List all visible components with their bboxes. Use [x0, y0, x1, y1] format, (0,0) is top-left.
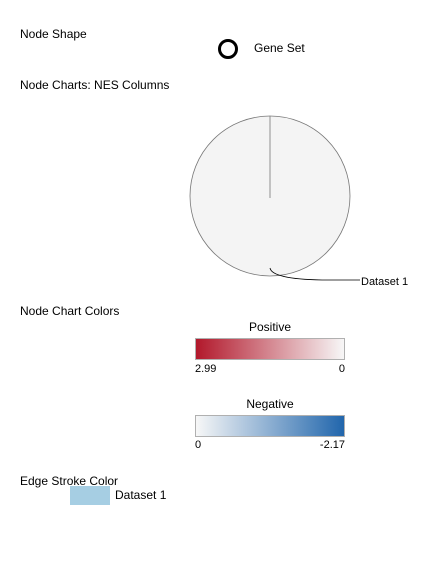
node-shape-gene-set-label: Gene Set — [254, 41, 305, 55]
node-shape-section-label: Node Shape — [20, 27, 87, 41]
positive-gradient-max-label: 0 — [338, 363, 345, 375]
negative-gradient-max-label: -2.17 — [319, 439, 345, 451]
pie-slice-leader-line — [269, 267, 360, 281]
node-shape-circle-icon — [218, 39, 238, 59]
positive-color-gradient — [195, 338, 345, 360]
edge-stroke-color-section-label: Edge Stroke Color — [20, 474, 119, 488]
negative-color-gradient — [195, 415, 345, 437]
negative-gradient-min-label: 0 — [195, 439, 202, 451]
pie-slice-label: Dataset 1 — [361, 276, 409, 288]
node-charts-section-label: Node Charts: NES Columns — [20, 78, 170, 92]
positive-gradient-min-label: 2.99 — [195, 363, 217, 375]
positive-gradient-title: Positive — [248, 320, 292, 334]
edge-stroke-dataset-label: Dataset 1 — [115, 488, 167, 502]
negative-gradient-title: Negative — [246, 397, 294, 411]
node-chart-pie — [189, 115, 360, 281]
node-chart-colors-section-label: Node Chart Colors — [20, 304, 120, 318]
edge-stroke-color-swatch — [70, 486, 110, 505]
